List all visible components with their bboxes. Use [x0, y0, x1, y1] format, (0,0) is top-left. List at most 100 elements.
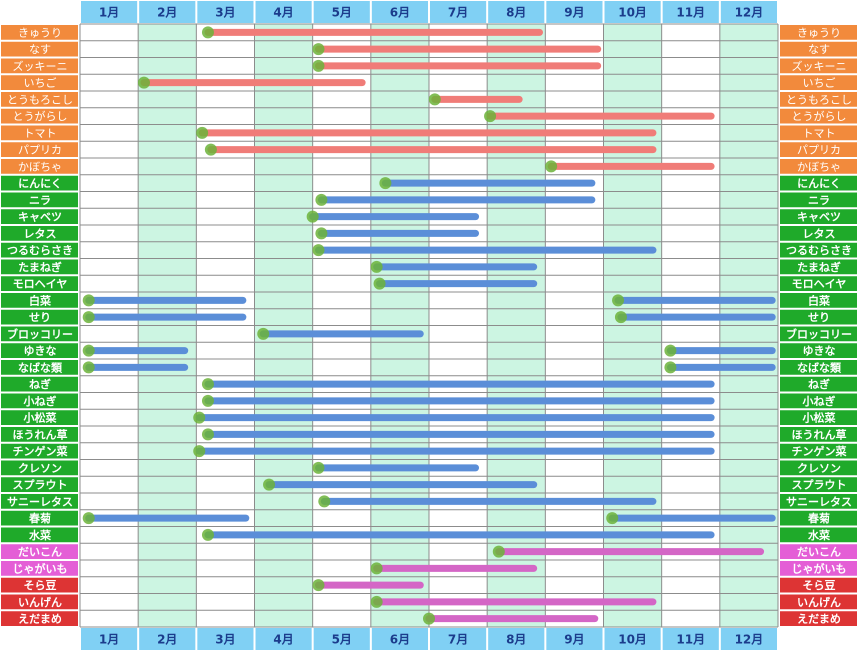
month-label: 1月: [99, 633, 119, 647]
row-label-box: [780, 92, 857, 107]
row-label-box: [780, 527, 857, 543]
month-label: 12月: [735, 633, 764, 647]
row-label: モロヘイヤ: [792, 278, 847, 291]
row-label-box: [780, 75, 857, 90]
row-label: そら豆: [803, 579, 836, 592]
vegetable-icon: [196, 126, 209, 139]
row-label-box: [1, 494, 78, 509]
month-header: [604, 1, 661, 23]
vegetable-icon: [370, 595, 383, 608]
row-label-box: [780, 376, 857, 392]
row-label: なばな類: [18, 360, 63, 374]
row-label: 春菊: [808, 511, 830, 525]
row-label-box: [1, 209, 78, 224]
vegetable-icon: [82, 361, 95, 374]
row-label: ニラ: [29, 194, 51, 207]
row-label-box: [780, 58, 857, 74]
row-label-box: [780, 510, 857, 526]
row-label: サニーレタス: [786, 495, 852, 508]
row-label: にんにく: [797, 177, 841, 190]
row-label: チンゲン菜: [13, 444, 69, 458]
row-label-box: [1, 443, 78, 459]
month-header: [604, 628, 661, 650]
month-label: 4月: [273, 6, 293, 20]
row-label: だいこん: [797, 546, 841, 559]
month-label: 7月: [448, 6, 468, 20]
month-header: [255, 1, 312, 23]
row-label-box: [780, 41, 857, 57]
row-label: なばな類: [797, 360, 842, 374]
month-label: 10月: [618, 6, 647, 20]
month-label: 11月: [676, 6, 705, 20]
vegetable-icon: [373, 277, 386, 290]
row-label: とうがらし: [13, 109, 68, 123]
vegetable-icon: [82, 344, 95, 357]
month-label: 12月: [735, 6, 764, 20]
row-label: ブロッコリー: [7, 327, 73, 341]
row-label: とうがらし: [792, 109, 847, 123]
month-label: 5月: [332, 633, 352, 647]
month-label: 1月: [99, 6, 119, 20]
vegetable-icon: [137, 76, 150, 89]
row-label: キャベツ: [797, 211, 841, 224]
row-label-box: [780, 159, 857, 174]
row-label: クレソン: [18, 462, 62, 475]
row-label-box: [1, 259, 78, 275]
month-header: [430, 628, 487, 650]
vegetable-icon: [201, 428, 214, 441]
row-label-box: [780, 544, 857, 559]
row-label: ねぎ: [808, 377, 830, 391]
row-label-box: [1, 125, 78, 141]
row-label: たまねぎ: [797, 260, 841, 274]
row-label: ゆきな: [24, 345, 57, 358]
row-label-box: [780, 477, 857, 492]
month-label: 8月: [506, 633, 526, 647]
row-label: じゃがいも: [792, 561, 847, 575]
row-label-box: [780, 108, 857, 124]
month-header: [197, 628, 254, 650]
row-label-box: [780, 561, 857, 576]
vegetable-icon: [484, 110, 497, 123]
row-label-box: [780, 242, 857, 258]
row-label: 白菜: [29, 293, 52, 307]
vegetable-icon: [201, 528, 214, 541]
row-label: 小松菜: [23, 411, 58, 425]
month-label: 6月: [390, 633, 410, 647]
vegetable-icon: [545, 160, 558, 173]
row-label: きゅうり: [797, 26, 841, 39]
row-label: にんにく: [18, 177, 62, 190]
month-label: 3月: [215, 633, 235, 647]
vegetable-icon: [312, 244, 325, 257]
row-label: せり: [808, 311, 830, 324]
month-header: [371, 1, 428, 23]
month-header: [139, 1, 196, 23]
row-label: レタス: [803, 227, 836, 240]
row-label: トマト: [803, 127, 836, 140]
row-label: 小松菜: [802, 411, 837, 425]
month-header: [81, 1, 138, 23]
month-header: [313, 1, 370, 23]
row-label-box: [1, 242, 78, 258]
row-label: そら豆: [24, 579, 57, 592]
row-label-box: [780, 594, 857, 610]
vegetable-icon: [315, 193, 328, 206]
row-label: ほうれん草: [13, 427, 68, 441]
row-label: つるむらさき: [786, 244, 852, 257]
row-label-box: [780, 125, 857, 141]
vegetable-icon: [204, 143, 217, 156]
row-label-box: [1, 75, 78, 90]
month-label: 9月: [564, 6, 584, 20]
row-label-box: [1, 376, 78, 392]
row-label-box: [1, 159, 78, 174]
row-label-box: [780, 460, 857, 476]
vegetable-icon: [312, 59, 325, 72]
month-header: [546, 628, 603, 650]
row-label: せり: [29, 311, 51, 324]
row-label-box: [780, 427, 857, 442]
row-label-box: [780, 293, 857, 308]
month-label: 6月: [390, 6, 410, 20]
row-label-box: [1, 92, 78, 107]
row-label-box: [1, 510, 78, 526]
row-label-box: [780, 276, 857, 291]
